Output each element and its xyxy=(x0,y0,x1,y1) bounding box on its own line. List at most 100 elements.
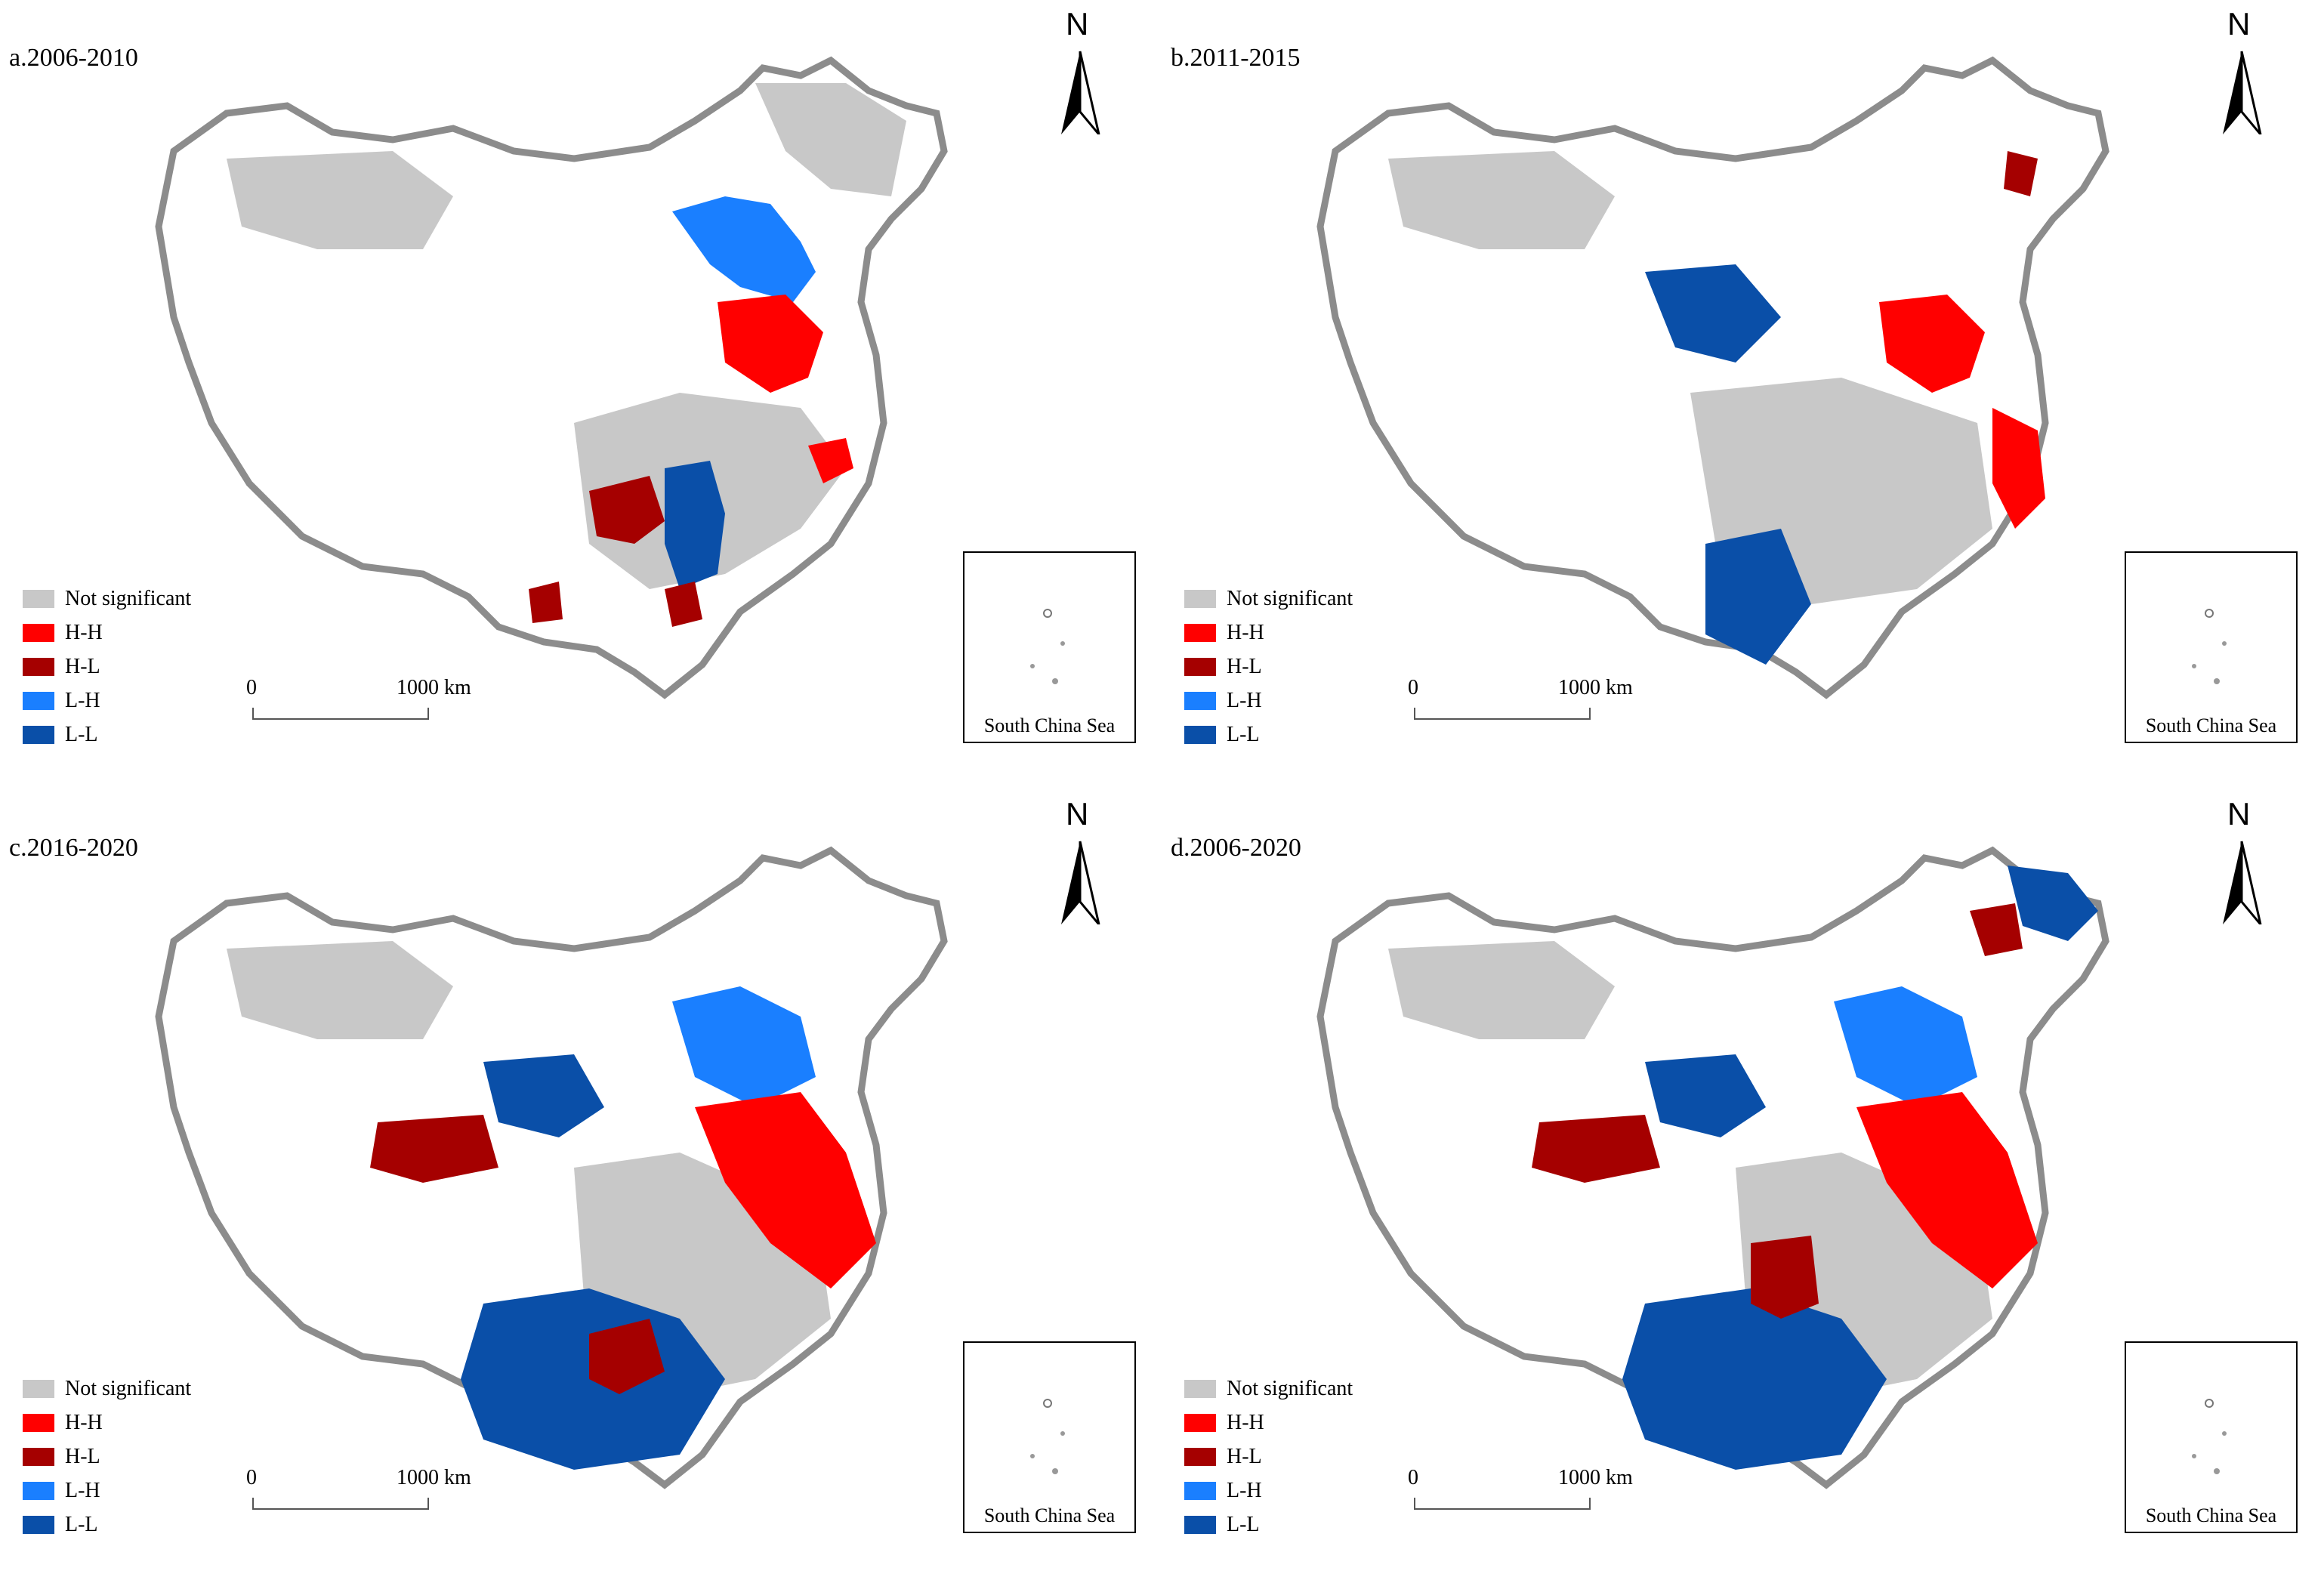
inset-map xyxy=(2192,609,2227,684)
north-arrow-icon xyxy=(2223,51,2262,134)
legend: Not significant H-H H-L L-H L-L xyxy=(23,582,191,751)
china-map xyxy=(155,56,948,699)
scale-end: 1000 km xyxy=(397,676,471,699)
legend: Not significant H-H H-L L-H L-L xyxy=(1184,582,1353,751)
legend-item: L-L xyxy=(1184,717,1353,751)
inset-label: South China Sea xyxy=(2145,714,2277,736)
scale-bar: 0 1000 km xyxy=(1403,1466,1633,1519)
scale-start: 0 xyxy=(246,1466,257,1489)
scale-start: 0 xyxy=(246,676,257,699)
scale-line xyxy=(1414,1498,1591,1510)
legend-item: H-L xyxy=(1184,650,1353,684)
region-hh xyxy=(718,295,823,393)
legend-item: H-H xyxy=(23,1406,191,1440)
map-panel-d: d.2006-2020 N Not significant H-H H-L L-… xyxy=(1162,790,2323,1580)
scale-line xyxy=(252,1498,429,1510)
region-hl xyxy=(1751,1236,1819,1319)
legend-item: Not significant xyxy=(1184,582,1353,616)
region-not-significant xyxy=(227,941,453,1039)
region-ll xyxy=(1705,529,1811,665)
region-hl xyxy=(589,1319,665,1394)
region-not-significant xyxy=(755,83,906,196)
region-hl xyxy=(2004,151,2038,196)
region-not-significant xyxy=(1388,151,1615,249)
legend: Not significant H-H H-L L-H L-L xyxy=(1184,1372,1353,1541)
region-ll xyxy=(2008,866,2098,941)
panel-title: d.2006-2020 xyxy=(1171,834,1301,862)
legend-item: H-H xyxy=(1184,1406,1353,1440)
legend-item: Not significant xyxy=(23,582,191,616)
legend-item: L-L xyxy=(23,717,191,751)
region-hh xyxy=(1879,295,1985,393)
scale-end: 1000 km xyxy=(1558,676,1633,699)
region-hl xyxy=(529,582,563,623)
north-arrow: N xyxy=(2215,796,2268,924)
region-hh xyxy=(695,1092,876,1288)
panel-title: c.2016-2020 xyxy=(9,834,138,862)
legend-item: L-L xyxy=(23,1507,191,1541)
north-arrow-icon xyxy=(2223,841,2262,924)
legend-item: L-H xyxy=(1184,1474,1353,1507)
scale-line xyxy=(1414,708,1591,720)
region-ll xyxy=(665,461,725,589)
legend-item: H-H xyxy=(23,616,191,650)
region-ll xyxy=(1645,264,1781,363)
north-arrow: N xyxy=(1054,796,1106,924)
region-hl xyxy=(1970,903,2023,956)
region-lh xyxy=(672,986,816,1107)
legend-item: H-H xyxy=(1184,616,1353,650)
legend-item: L-H xyxy=(23,684,191,717)
scale-start: 0 xyxy=(1408,676,1418,699)
region-hl xyxy=(589,476,665,544)
region-ll xyxy=(483,1054,604,1137)
legend-item: Not significant xyxy=(23,1372,191,1406)
north-label: N xyxy=(1066,6,1089,42)
north-label: N xyxy=(2227,796,2251,832)
south-china-sea-inset: South China Sea xyxy=(2125,551,2298,743)
region-hh xyxy=(1992,408,2045,529)
region-hl xyxy=(1532,1115,1660,1183)
scale-start: 0 xyxy=(1408,1466,1418,1489)
map-panel-b: b.2011-2015 N Not significant H-H H-L L-… xyxy=(1162,0,2323,790)
region-not-significant xyxy=(1388,941,1615,1039)
region-hl xyxy=(665,582,702,627)
scale-end: 1000 km xyxy=(1558,1466,1633,1489)
panel-title: b.2011-2015 xyxy=(1171,44,1301,72)
south-china-sea-inset: South China Sea xyxy=(963,1341,1136,1533)
region-ll xyxy=(1622,1288,1887,1470)
inset-map xyxy=(1030,1399,1065,1474)
legend-item: H-L xyxy=(23,1440,191,1474)
scale-end: 1000 km xyxy=(397,1466,471,1489)
inset-label: South China Sea xyxy=(983,1504,1116,1526)
region-hh xyxy=(808,438,853,483)
scale-bar: 0 1000 km xyxy=(242,676,471,729)
north-arrow-icon xyxy=(1061,841,1100,924)
scale-bar: 0 1000 km xyxy=(242,1466,471,1519)
legend-item: Not significant xyxy=(1184,1372,1353,1406)
inset-label: South China Sea xyxy=(983,714,1116,736)
north-label: N xyxy=(2227,6,2251,42)
scale-bar: 0 1000 km xyxy=(1403,676,1633,729)
china-map xyxy=(1316,56,2110,699)
south-china-sea-inset: South China Sea xyxy=(2125,1341,2298,1533)
panel-title: a.2006-2010 xyxy=(9,44,138,72)
legend: Not significant H-H H-L L-H L-L xyxy=(23,1372,191,1541)
region-lh xyxy=(672,196,816,302)
china-map xyxy=(155,846,948,1489)
china-map xyxy=(1316,846,2110,1489)
inset-map xyxy=(1030,609,1065,684)
scale-line xyxy=(252,708,429,720)
north-arrow-icon xyxy=(1061,51,1100,134)
legend-item: L-L xyxy=(1184,1507,1353,1541)
legend-item: H-L xyxy=(23,650,191,684)
legend-item: L-H xyxy=(23,1474,191,1507)
north-arrow: N xyxy=(2215,6,2268,134)
region-ll xyxy=(1645,1054,1766,1137)
region-hh xyxy=(1856,1092,2038,1288)
legend-item: H-L xyxy=(1184,1440,1353,1474)
region-lh xyxy=(1834,986,1977,1107)
inset-map xyxy=(2192,1399,2227,1474)
region-not-significant xyxy=(227,151,453,249)
north-arrow: N xyxy=(1054,6,1106,134)
south-china-sea-inset: South China Sea xyxy=(963,551,1136,743)
